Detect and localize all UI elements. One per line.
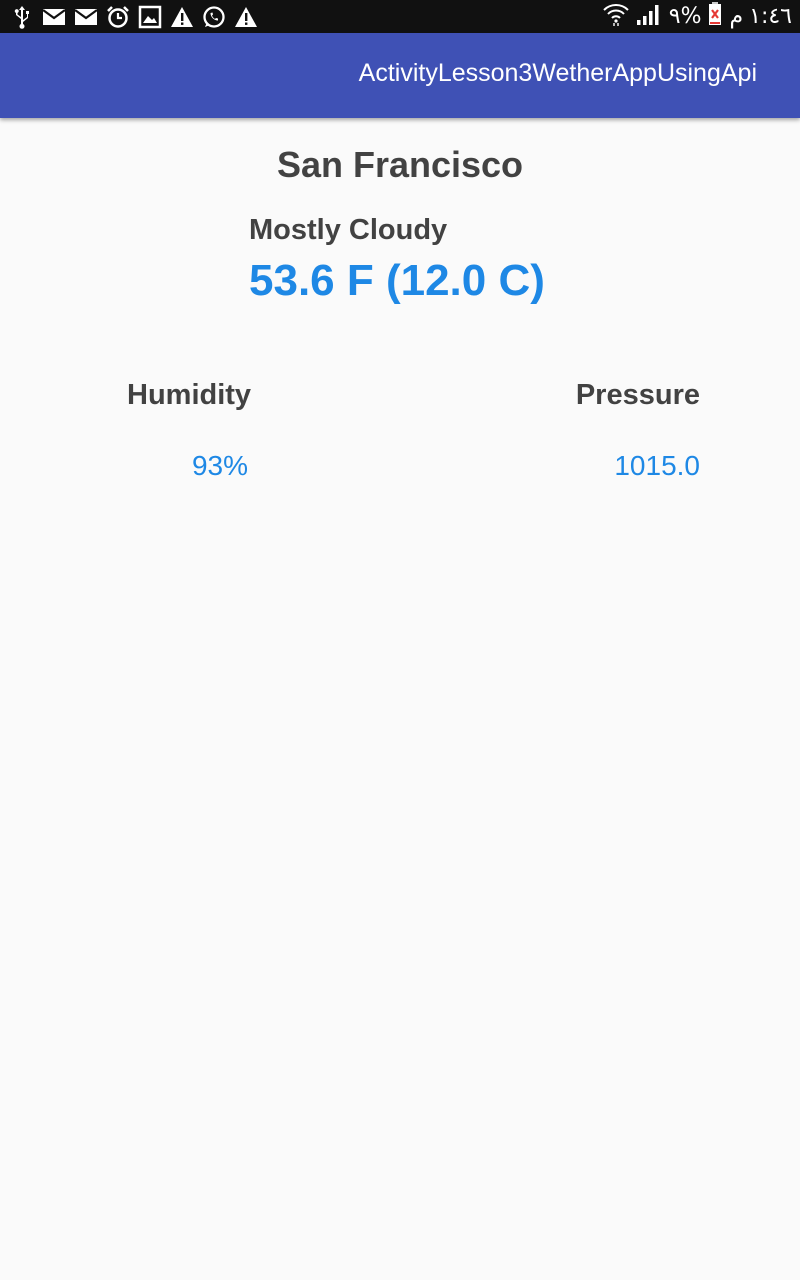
signal-icon bbox=[635, 2, 663, 31]
alarm-icon bbox=[106, 5, 130, 29]
notification-icons bbox=[10, 3, 258, 31]
system-status: ٩% م ١:٤٦ bbox=[603, 2, 792, 31]
app-bar: ActivityLesson3WetherAppUsingApi bbox=[0, 33, 800, 118]
pressure-label: Pressure bbox=[575, 379, 700, 411]
weather-condition: Mostly Cloudy bbox=[249, 214, 448, 246]
humidity-label: Humidity bbox=[127, 379, 252, 411]
email-icon bbox=[74, 5, 98, 29]
am-pm-indicator: م bbox=[729, 4, 744, 29]
usb-icon bbox=[10, 5, 34, 29]
whatsapp-icon bbox=[202, 5, 226, 29]
pressure-value: 1015.0 bbox=[614, 450, 700, 481]
temperature: 53.6 F (12.0 C) bbox=[249, 256, 545, 305]
battery-percent: ٩% bbox=[668, 4, 702, 29]
app-title: ActivityLesson3WetherAppUsingApi bbox=[358, 59, 757, 87]
status-bar: ٩% م ١:٤٦ bbox=[0, 0, 800, 33]
warning-icon bbox=[234, 5, 258, 29]
humidity-value: 93% bbox=[191, 450, 248, 481]
email-icon bbox=[42, 5, 66, 29]
clock: ١:٤٦ bbox=[749, 4, 792, 29]
city-name: San Francisco bbox=[276, 144, 524, 185]
wifi-icon bbox=[603, 2, 629, 31]
battery-icon bbox=[708, 2, 724, 31]
warning-icon bbox=[170, 5, 194, 29]
image-icon bbox=[138, 5, 162, 29]
